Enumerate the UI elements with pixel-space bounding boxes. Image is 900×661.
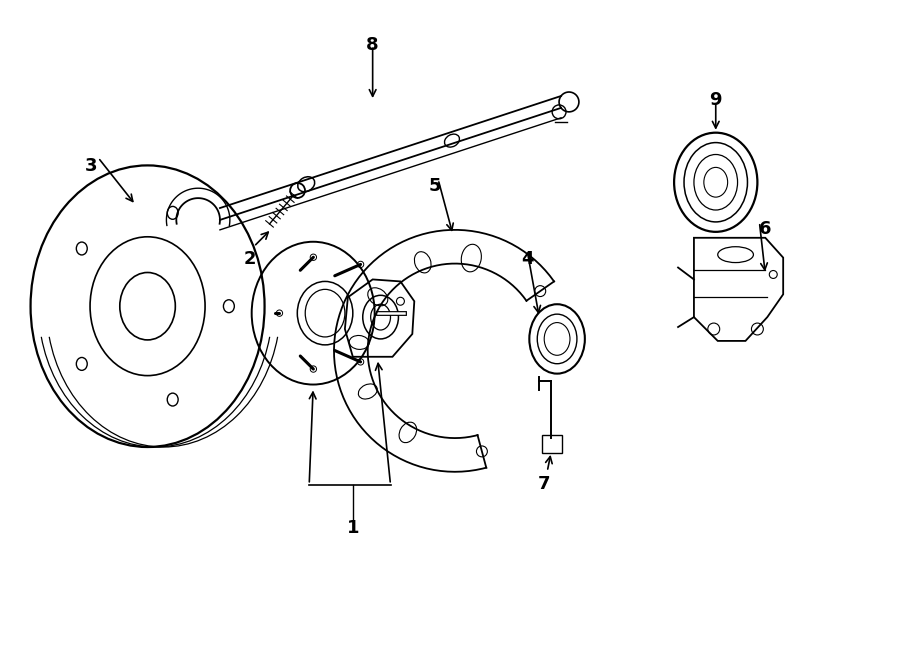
Text: 6: 6 xyxy=(759,220,771,238)
Text: 1: 1 xyxy=(346,520,359,537)
Text: 2: 2 xyxy=(243,250,256,268)
Text: 4: 4 xyxy=(521,250,534,268)
Text: 7: 7 xyxy=(538,475,551,493)
Text: 8: 8 xyxy=(366,36,379,54)
Text: 3: 3 xyxy=(85,157,97,175)
Text: 9: 9 xyxy=(709,91,722,109)
Text: 5: 5 xyxy=(429,177,441,195)
